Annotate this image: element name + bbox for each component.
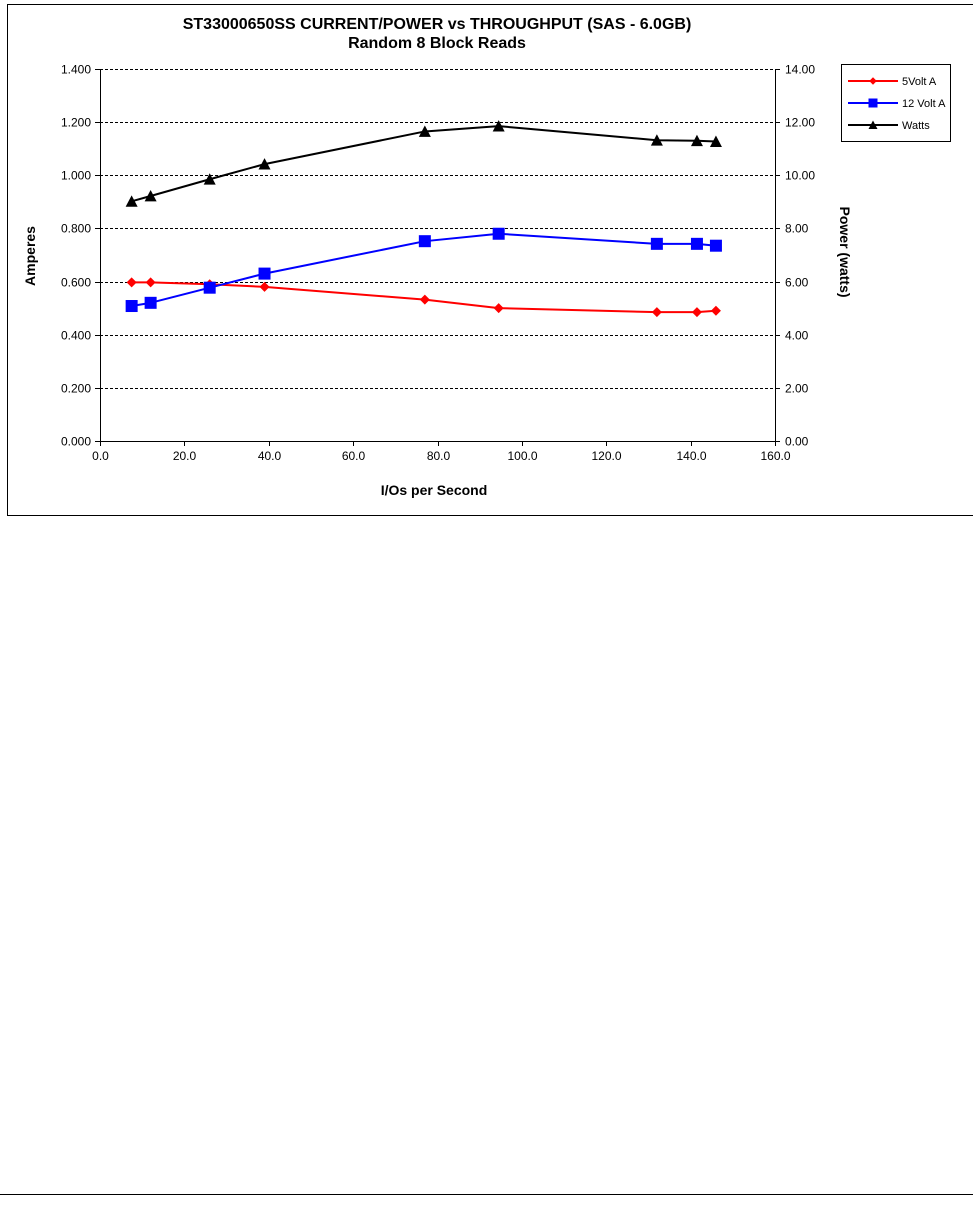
x-tick-label: 60.0 [342,449,366,463]
series-12volt [125,227,722,313]
x-tick-label: 80.0 [427,449,451,463]
data-point-12volt [258,267,271,280]
legend-marker-watts [868,120,878,130]
y-tick-label: 0.600 [61,276,91,290]
x-tick-label: 0.0 [92,449,109,463]
legend-label-12volt: 12 Volt A [902,98,946,110]
data-point-watts [258,158,271,170]
data-point-12volt [492,227,505,240]
data-point-watts [690,134,703,147]
y2-tick-label: 10.00 [785,169,815,183]
data-point-5volt [259,281,270,292]
y2-tick-label: 14.00 [785,63,815,77]
y2-tick-label: 8.00 [785,222,809,236]
y2-axis-title: Power (watts) [837,206,853,297]
x-tick-label: 20.0 [173,449,197,463]
x-tick-label: 40.0 [258,449,282,463]
x-tick-label: 160.0 [760,449,790,463]
data-point-5volt [710,305,721,316]
y-tick-label: 1.200 [61,116,91,130]
legend-items: 5Volt A 12 Volt A Watts [848,76,946,132]
data-point-watts [492,120,505,132]
series-5volt [126,277,721,318]
y2-tick-label: 4.00 [785,329,809,343]
y-tick-label: 0.000 [61,435,91,449]
chart-svg: 0.000 0.00 0.200 2.00 0.400 4.00 0.600 6.00 0.80… [7,4,973,516]
data-point-5volt [145,277,156,288]
y-tick-label: 1.400 [61,63,91,77]
data-point-12volt [418,235,431,248]
x-tick-label: 100.0 [507,449,537,463]
x-axis-title: I/Os per Second [381,482,488,498]
data-point-watts [144,190,157,202]
data-point-watts [709,135,722,147]
data-point-5volt [419,294,430,305]
data-point-watts [650,134,663,146]
data-point-watts [125,195,138,207]
data-point-12volt [203,281,216,294]
labels-layer: ST33000650SS CURRENT/POWER vs THROUGHPUT… [22,16,853,498]
data-point-12volt [144,296,157,309]
legend-marker-12volt [868,98,878,108]
axes-layer: 0.000 0.00 0.200 2.00 0.400 4.00 0.600 6.00 0.80… [61,63,815,464]
y-axis-title: Amperes [22,226,38,286]
data-point-12volt [125,300,138,313]
chart-title: ST33000650SS CURRENT/POWER vs THROUGHPUT… [183,16,692,33]
y-tick-label: 1.000 [61,169,91,183]
series-layer [125,120,722,318]
data-point-watts [203,173,216,185]
legend-label-watts: Watts [902,120,930,132]
data-point-watts [418,125,431,137]
data-point-5volt [126,277,137,288]
data-point-12volt [650,237,663,250]
legend: 5Volt A 12 Volt A Watts [841,64,951,142]
data-point-5volt [651,307,662,318]
y-tick-label: 0.200 [61,382,91,396]
y2-tick-label: 6.00 [785,276,809,290]
page-bottom-rule [0,1194,973,1195]
chart-border [7,4,973,516]
x-tick-label: 140.0 [676,449,706,463]
data-point-5volt [493,303,504,314]
data-point-5volt [691,307,702,318]
y2-tick-label: 12.00 [785,116,815,130]
y-tick-label: 0.800 [61,222,91,236]
x-tick-label: 120.0 [591,449,621,463]
y-tick-label: 0.400 [61,329,91,343]
data-point-12volt [690,237,703,250]
series-watts [125,120,722,207]
legend-label-5volt: 5Volt A [902,76,937,88]
legend-marker-5volt [869,77,877,85]
chart-subtitle: Random 8 Block Reads [348,35,526,52]
y2-tick-label: 0.00 [785,435,809,449]
data-point-12volt [709,239,722,252]
chart-frame: 0.000 0.00 0.200 2.00 0.400 4.00 0.600 6.00 0.80… [7,4,973,516]
y2-tick-label: 2.00 [785,382,809,396]
